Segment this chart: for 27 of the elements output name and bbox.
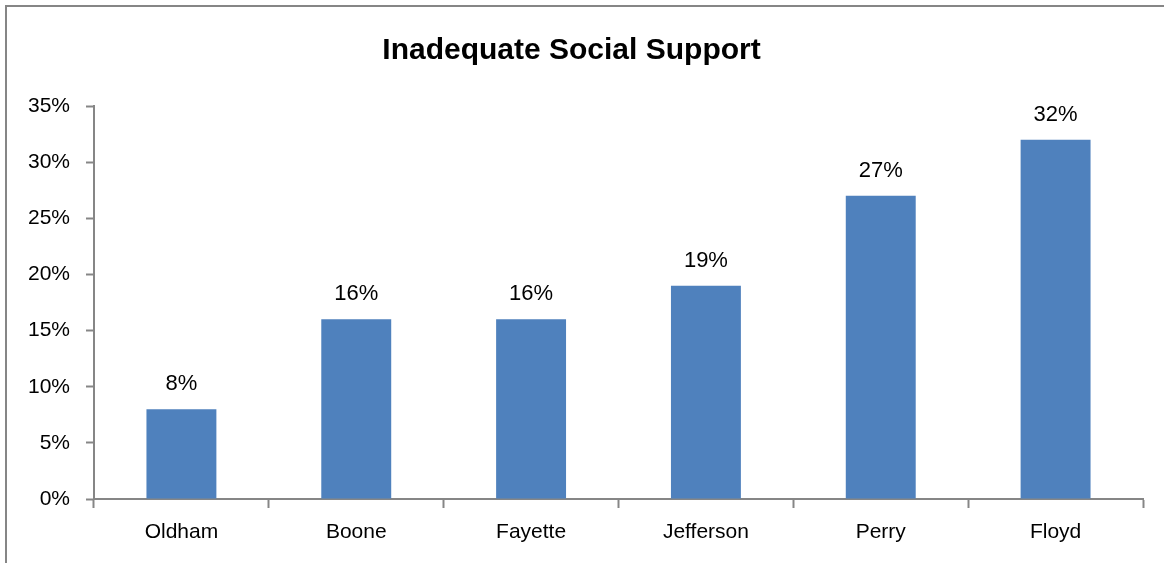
y-tick-label: 30% [27, 148, 70, 172]
y-tick-label: 5% [39, 429, 70, 453]
data-label: 16% [509, 280, 554, 306]
data-label: 16% [334, 280, 379, 306]
bar [321, 319, 392, 499]
y-tick-label: 0% [39, 485, 70, 509]
x-tick-label: Perry [855, 519, 907, 543]
y-tick-label: 25% [27, 205, 70, 229]
x-tick-label: Boone [325, 519, 387, 543]
data-label: 8% [165, 370, 198, 396]
bar [496, 319, 567, 499]
x-tick-label: Oldham [144, 519, 219, 543]
x-tick-label: Jefferson [662, 519, 749, 543]
y-tick-label: 10% [27, 373, 70, 397]
y-tick-label: 15% [27, 317, 70, 341]
bar [1020, 139, 1091, 499]
chart-title: Inadequate Social Support [382, 32, 761, 66]
x-tick-label: Fayette [496, 519, 567, 543]
bar [146, 409, 217, 499]
y-tick-label: 20% [27, 261, 70, 285]
data-label: 19% [683, 246, 728, 272]
bar [670, 285, 741, 499]
x-tick-label: Floyd [1029, 519, 1082, 543]
y-tick-label: 35% [27, 92, 70, 116]
bar [845, 195, 916, 499]
data-label: 27% [858, 156, 903, 182]
data-label: 32% [1033, 100, 1078, 126]
